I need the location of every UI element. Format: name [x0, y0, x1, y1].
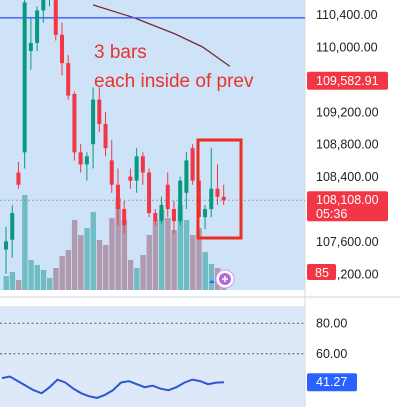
candle-body — [72, 94, 77, 153]
price-tick-label: 107,600.00 — [316, 235, 379, 249]
last-price-badge: 108,108.00 05:36 — [307, 191, 388, 222]
volume-bar — [47, 278, 53, 290]
volume-bar — [65, 250, 72, 290]
annotation-line-1: 3 bars — [94, 42, 147, 63]
price-tick-label: 110,400.00 — [316, 8, 378, 22]
oscillator-pane-background — [0, 306, 305, 407]
price-axis: 110,400.00 110,000.00 109,200.00 108,800.00… — [316, 8, 379, 281]
volume-bar — [196, 228, 202, 290]
candle-body — [159, 204, 164, 222]
volume-bar — [78, 235, 84, 290]
candle-body — [66, 63, 71, 96]
candle-body — [28, 42, 33, 51]
candle-body — [16, 172, 21, 185]
candle-body — [209, 188, 214, 209]
candle-body — [4, 241, 8, 250]
volume-bar — [121, 220, 128, 290]
volume-bar — [159, 210, 165, 290]
candle-body — [78, 152, 83, 165]
candle-body — [115, 184, 120, 209]
candle-body — [215, 188, 220, 197]
candle-body — [147, 172, 152, 213]
volume-bar — [115, 198, 121, 290]
volume-bar — [190, 235, 196, 290]
inside-bars-highlight-box[interactable] — [196, 138, 243, 240]
oscillator-value-badge: 41.27 — [307, 373, 357, 392]
candle-body — [91, 99, 96, 145]
moving-average-layer — [92, 4, 231, 67]
moving-average-line — [92, 4, 231, 67]
ma-value-badge: 109,582.91 — [307, 71, 388, 90]
volume-bar — [171, 230, 177, 290]
svg-text:41.27: 41.27 — [316, 375, 347, 389]
candle-body — [84, 156, 89, 165]
oscillator-tick-label: 80.00 — [316, 317, 347, 331]
candle-body — [122, 209, 127, 226]
volume-bar — [59, 256, 65, 290]
candle-body — [22, 2, 27, 153]
candle-body — [178, 180, 183, 222]
oscillator-line — [1, 375, 225, 399]
candle-body — [59, 34, 64, 64]
candle-body — [35, 10, 40, 43]
volume-bar — [15, 280, 22, 290]
svg-text:108,108.00: 108,108.00 — [316, 193, 379, 207]
candle-body — [140, 156, 145, 173]
volume-bar — [96, 240, 103, 290]
candle-body — [190, 148, 195, 181]
volume-bar — [90, 212, 96, 290]
bitcoin-replay-icon[interactable] — [209, 269, 235, 289]
volume-bar — [3, 276, 9, 290]
volume-bar — [84, 228, 90, 290]
candle-body — [203, 209, 208, 218]
svg-text:85: 85 — [315, 266, 329, 280]
candle-body — [153, 213, 158, 222]
candle-body — [184, 160, 189, 193]
volume-bar — [146, 235, 152, 290]
volume-bar — [9, 272, 16, 290]
volume-bar — [71, 220, 78, 290]
volume-bar — [152, 220, 159, 290]
main-pane-background — [0, 0, 305, 290]
volume-bar — [103, 245, 109, 290]
volume-bar — [40, 270, 47, 290]
candle-body — [53, 0, 58, 35]
candle-body — [109, 160, 114, 185]
oscillator-tick-label: 60.00 — [316, 347, 347, 361]
candle-body — [134, 156, 139, 181]
svg-text:109,582.91: 109,582.91 — [316, 74, 379, 88]
volume-bar — [134, 268, 140, 290]
candles-layer — [4, 0, 226, 274]
volume-bar — [177, 205, 184, 290]
volume-bar — [22, 195, 28, 290]
candle-body — [10, 213, 15, 240]
volume-bar — [127, 260, 134, 290]
volume-bar — [140, 255, 146, 290]
volume-bar — [208, 264, 215, 290]
oscillator-levels — [0, 322, 305, 355]
volume-bar — [53, 268, 59, 290]
price-tick-label: 110,000.00 — [316, 41, 378, 55]
volume-bar — [183, 220, 190, 290]
candle-body — [103, 123, 108, 149]
price-tick-label: 108,400.00 — [316, 170, 379, 184]
price-tick-label: 108,800.00 — [316, 138, 379, 152]
volume-bar — [34, 265, 40, 290]
oscillator-axis: 80.00 60.00 — [316, 317, 347, 362]
volume-bar — [109, 218, 115, 290]
candle-body — [41, 0, 46, 11]
volume-bar — [202, 252, 208, 290]
volume-bar — [28, 260, 34, 290]
candle-body — [171, 209, 176, 222]
price-tick-label: 109,200.00 — [316, 105, 379, 119]
svg-text:05:36: 05:36 — [316, 207, 347, 221]
candle-body — [97, 99, 102, 124]
volume-bar — [165, 218, 171, 290]
volume-badge: 85 — [307, 264, 336, 280]
annotation-line-2: each inside of prev — [94, 71, 254, 92]
candle-body — [128, 176, 133, 181]
candle-body — [221, 196, 226, 201]
candle-body — [165, 184, 170, 209]
